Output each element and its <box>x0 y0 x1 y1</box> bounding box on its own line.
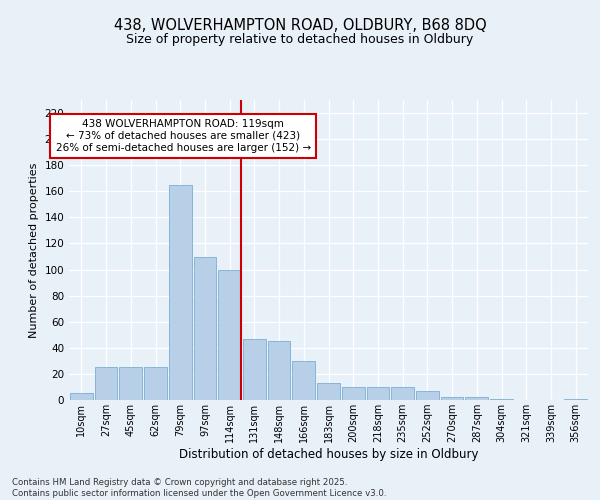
Bar <box>194 256 216 400</box>
Bar <box>564 398 587 400</box>
Text: 438, WOLVERHAMPTON ROAD, OLDBURY, B68 8DQ: 438, WOLVERHAMPTON ROAD, OLDBURY, B68 8D… <box>113 18 487 32</box>
Bar <box>317 383 340 400</box>
Text: Contains HM Land Registry data © Crown copyright and database right 2025.
Contai: Contains HM Land Registry data © Crown c… <box>12 478 386 498</box>
Bar <box>218 270 241 400</box>
Bar <box>243 338 266 400</box>
Bar <box>416 391 439 400</box>
Bar <box>144 368 167 400</box>
Bar <box>292 361 315 400</box>
Bar <box>391 387 414 400</box>
X-axis label: Distribution of detached houses by size in Oldbury: Distribution of detached houses by size … <box>179 448 478 461</box>
Bar <box>367 387 389 400</box>
Bar <box>441 398 463 400</box>
Bar <box>466 398 488 400</box>
Text: Size of property relative to detached houses in Oldbury: Size of property relative to detached ho… <box>127 32 473 46</box>
Bar <box>119 368 142 400</box>
Bar <box>490 398 513 400</box>
Bar <box>342 387 365 400</box>
Bar <box>95 368 118 400</box>
Bar <box>169 185 191 400</box>
Y-axis label: Number of detached properties: Number of detached properties <box>29 162 39 338</box>
Bar <box>70 394 93 400</box>
Bar <box>268 342 290 400</box>
Text: 438 WOLVERHAMPTON ROAD: 119sqm
← 73% of detached houses are smaller (423)
26% of: 438 WOLVERHAMPTON ROAD: 119sqm ← 73% of … <box>56 120 311 152</box>
